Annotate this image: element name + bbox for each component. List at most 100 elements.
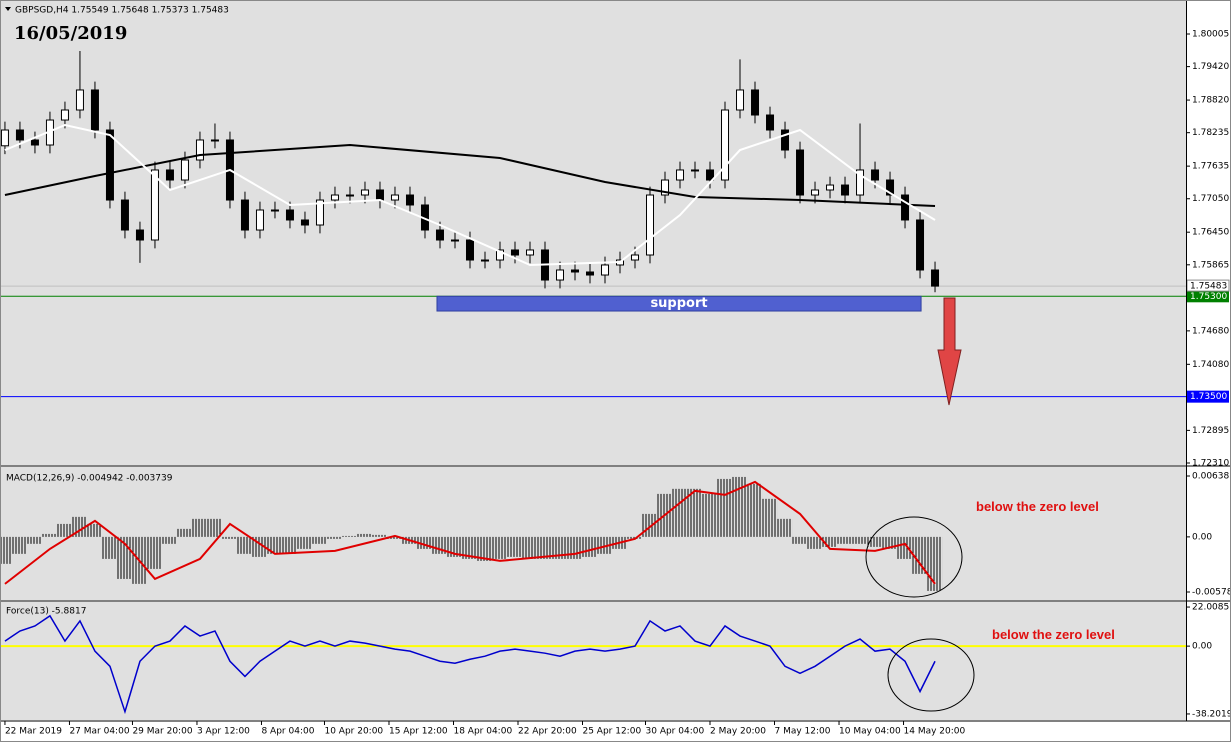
- macd-bar: [747, 483, 763, 537]
- candle-body: [345, 194, 354, 197]
- date-label: 16/05/2019: [14, 23, 127, 44]
- macd-bar: [537, 536, 553, 559]
- arrow-shape: [937, 297, 962, 406]
- candle-body: [15, 129, 24, 141]
- macd-bar: [522, 536, 538, 559]
- macd-bar: [357, 533, 373, 537]
- candle-body: [450, 239, 459, 242]
- y-tick-label: -38.2019: [1192, 709, 1231, 719]
- level-label: 1.75300: [1190, 292, 1227, 302]
- highlight-ellipse: [865, 516, 963, 598]
- x-tick-label: 3 Apr 12:00: [197, 727, 250, 737]
- candle-body: [916, 219, 925, 271]
- candle-body: [180, 159, 189, 181]
- macd-bar: [387, 536, 403, 539]
- candle-body: [495, 249, 504, 261]
- macd-bar: [867, 536, 883, 547]
- candle-body: [465, 239, 474, 261]
- x-tick-label: 30 Apr 04:00: [646, 727, 705, 737]
- macd-bar: [777, 518, 793, 537]
- candle-body: [901, 194, 910, 221]
- macd-bar: [177, 528, 193, 537]
- macd-bar: [102, 536, 118, 559]
- macd-bar: [642, 513, 658, 537]
- candle-body: [300, 219, 309, 226]
- last-price-label: 1.75483: [1190, 282, 1227, 292]
- macd-bar: [687, 488, 703, 537]
- candle-body: [781, 129, 790, 151]
- candle-body: [886, 179, 895, 196]
- macd-bar: [492, 536, 508, 559]
- x-tick-label: 2 May 20:00: [710, 727, 766, 737]
- candle-body: [480, 259, 489, 262]
- candle-body: [90, 89, 99, 131]
- candle-body: [721, 109, 730, 181]
- candle-body: [796, 149, 805, 196]
- signal-line: [4, 480, 936, 585]
- candle-body: [585, 271, 594, 276]
- menu-triangle: [5, 7, 11, 11]
- highlight-ellipse: [887, 638, 975, 712]
- candle-body: [631, 254, 640, 261]
- candle-body: [871, 169, 880, 181]
- down-arrow: [937, 297, 962, 406]
- macd-bar: [822, 536, 838, 547]
- x-tick-label: 29 Mar 20:00: [132, 727, 192, 737]
- macd-bar: [42, 533, 58, 537]
- candle-body: [510, 249, 519, 256]
- macd-bar: [87, 523, 103, 537]
- level-label-box: [1187, 390, 1229, 403]
- x-tick-label: 18 Apr 04:00: [453, 727, 512, 737]
- macd-bar: [582, 536, 598, 557]
- macd-bar: [807, 536, 823, 549]
- y-tick-label: 1.72310: [1192, 458, 1229, 468]
- candle-body: [841, 184, 850, 196]
- candle-body: [751, 89, 760, 116]
- macd-bar: [312, 536, 328, 544]
- candle-body: [315, 199, 324, 226]
- macd-bar: [732, 476, 748, 537]
- chart-title: GBPSGD,H4 1.75549 1.75648 1.75373 1.7548…: [15, 6, 229, 16]
- candle-body: [255, 209, 264, 231]
- x-tick-label: 27 Mar 04:00: [69, 727, 129, 737]
- macd-bar: [327, 536, 343, 539]
- macd-title: MACD(12,26,9) -0.004942 -0.003739: [6, 474, 173, 484]
- y-tick-label: 0.00: [1192, 642, 1212, 652]
- x-tick-label: 22 Mar 2019: [5, 727, 62, 737]
- macd-bar: [192, 518, 208, 537]
- macd-bar: [12, 536, 28, 554]
- y-tick-label: 1.79420: [1192, 62, 1229, 72]
- macd-bar: [672, 488, 688, 537]
- candle-body: [661, 179, 670, 196]
- macd-annotation: below the zero level: [976, 499, 1099, 514]
- candle-body: [736, 89, 745, 111]
- candle-body: [75, 89, 84, 111]
- candle-body: [375, 189, 384, 201]
- candle-body: [240, 199, 249, 231]
- y-tick-label: 1.72895: [1192, 426, 1229, 436]
- candle-body: [30, 139, 39, 146]
- candle-body: [60, 109, 69, 121]
- candle-body: [0, 129, 9, 147]
- candle-body: [210, 139, 219, 142]
- force-panel: [0, 602, 1186, 720]
- macd-bar: [837, 536, 853, 544]
- plot-layer: 1.80005 1.79420 1.78820 1.78235 1.77635 1.770…: [0, 30, 1231, 737]
- macd-bar: [222, 536, 238, 539]
- macd-bar: [372, 534, 388, 537]
- force-title: Force(13) -5.8817: [6, 607, 86, 617]
- candle-body: [105, 129, 114, 201]
- support-zone: [436, 295, 922, 312]
- candle-body: [135, 229, 144, 241]
- macd-bar: [57, 523, 73, 537]
- candle-body: [931, 269, 940, 287]
- macd-bar: [267, 536, 283, 554]
- macd-bar: [567, 536, 583, 559]
- macd-bar: [792, 536, 808, 544]
- candle-body: [270, 209, 279, 212]
- macd-bar: [717, 478, 733, 537]
- macd-bar: [282, 536, 298, 554]
- candle-body: [811, 189, 820, 196]
- macd-bar: [702, 493, 718, 537]
